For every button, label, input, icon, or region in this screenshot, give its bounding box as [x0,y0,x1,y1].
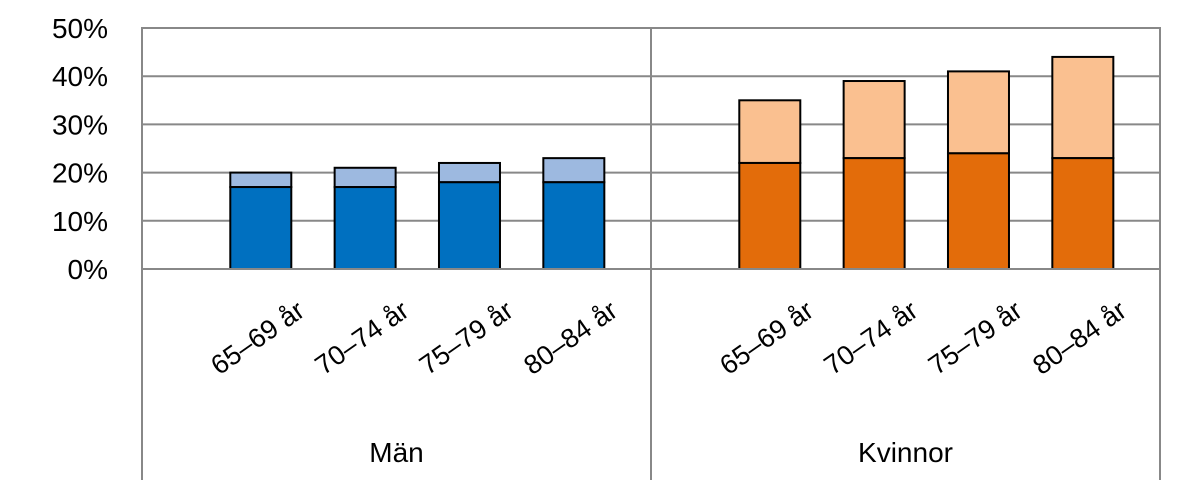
bar-upper-segment [437,161,501,184]
x-tick-label: 65–69 år [205,295,310,381]
bars [229,55,1115,271]
y-tick-label: 20% [52,158,108,189]
x-tick-label: 80–84 år [518,295,623,381]
x-tick-label: 65–69 år [714,295,819,381]
bar-upper-segment [229,171,293,189]
x-tick-label: 75–79 år [414,295,519,381]
bar-lower-segment [333,186,397,270]
bar-upper-segment [1051,55,1115,160]
bar-lower-segment [229,186,293,270]
y-tick-label: 0% [68,254,108,285]
bar-lower-segment [437,181,501,271]
bar-lower-segment [738,161,802,271]
axes [141,27,1161,480]
x-tick-label: 70–74 år [819,295,924,381]
y-tick-label: 40% [52,61,108,92]
y-tick-label: 30% [52,109,108,140]
bar-upper-segment [738,99,802,164]
y-tick-label: 10% [52,206,108,237]
group-labels: Män Kvinnor [369,437,953,468]
bar-upper-segment [333,166,397,189]
bar-upper-segment [842,80,906,160]
bar-lower-segment [542,181,606,271]
x-tick-label: 80–84 år [1027,295,1132,381]
x-tick-label: 70–74 år [310,295,415,381]
y-axis-ticks: 0% 10% 20% 30% 40% 50% [52,13,108,285]
group-label: Män [369,437,423,468]
bar-upper-segment [542,157,606,184]
y-tick-label: 50% [52,13,108,44]
bar-lower-segment [842,157,906,270]
category-labels: 65–69 år 70–74 år 75–79 år 80–84 år 65–69 år… [205,295,1132,381]
bar-lower-segment [1051,157,1115,270]
group-label: Kvinnor [858,437,953,468]
bar-upper-segment [946,70,1010,155]
bar-lower-segment [946,152,1010,271]
x-tick-label: 75–79 år [923,295,1028,381]
